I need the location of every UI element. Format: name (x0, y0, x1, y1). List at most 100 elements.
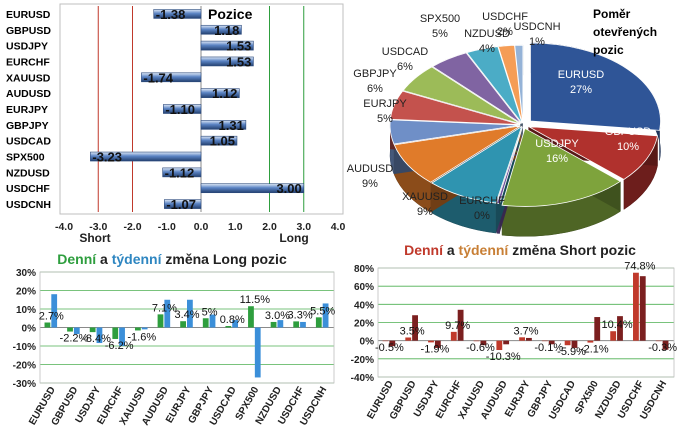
pie-title: Poměr otevřených pozic (593, 7, 657, 57)
bar-usdjpy-series-2 (434, 340, 441, 348)
position-x-tick: 2.0 (262, 221, 277, 233)
pie-percent-usdjpy: 16% (546, 153, 568, 165)
pie-label-eurjpy: EURJPY (363, 98, 407, 110)
position-value-usdjpy: 1.53 (226, 39, 251, 54)
position-category-gbpusd: GBPUSD (6, 25, 51, 37)
position-category-nzdusd: NZDUSD (6, 167, 50, 179)
bar-eurjpy-series-2 (526, 337, 532, 341)
y-tick-label: 30% (16, 268, 36, 279)
y-tick-label: -30% (13, 379, 36, 390)
bar-usdchf-series-1 (633, 272, 639, 341)
data-label-xauusd: -1.6% (127, 331, 156, 343)
pie-label-gbpusd: GBPUSD (605, 126, 652, 138)
y-tick-label: -40% (351, 373, 374, 384)
data-label-eurjpy: 3.4% (174, 309, 199, 321)
pie-label-eurchf: EURCHF (459, 195, 505, 207)
data-label-gbpusd: 3.5% (400, 325, 425, 337)
long-label: Long (279, 231, 308, 245)
long-title-part-1: Denní (57, 251, 97, 267)
y-tick-label: 20% (354, 319, 374, 330)
short-title-part-3: týdenní (459, 245, 510, 258)
position-value-usdcnh: -1.07 (166, 197, 196, 212)
position-value-eurchf: 1.53 (226, 54, 251, 69)
bar-eurusd-series-1 (382, 340, 389, 342)
data-label-nzdusd: 10.4% (601, 319, 632, 331)
short-change-title: Denní a týdenní změna Short pozic (404, 245, 636, 258)
data-label-usdchf: 3.3% (288, 309, 313, 321)
position-category-usdcad: USDCAD (6, 136, 51, 148)
data-label-xauusd: -0.6% (466, 342, 495, 354)
bar-gbpjpy-series-1 (202, 318, 209, 328)
pie-label-nzdusd: NZDUSD (464, 28, 510, 40)
data-label-usdchf: 74.8% (624, 261, 655, 273)
bar-eurjpy-series-1 (519, 337, 525, 341)
data-label-audusd: -10.3% (486, 351, 521, 363)
position-category-usdchf: USDCHF (6, 183, 50, 195)
bar-xauusd-series-2 (480, 340, 487, 346)
pie-slice-eurusd (530, 42, 661, 131)
bar-spx500-series-1 (248, 306, 254, 328)
bar-usdcnh-series-2 (662, 340, 669, 350)
long-change-chart: Denní a týdenní změna Long pozic 30% 20% 1… (13, 251, 336, 428)
position-value-audusd: 1.12 (212, 86, 237, 101)
positions-title: Pozice (208, 6, 253, 22)
pie-slice-usdjpy (501, 127, 622, 207)
pie-slice-xauusd (431, 125, 523, 204)
long-title-part-2: a (96, 251, 112, 267)
pie-label-usdcad: USDCAD (382, 46, 429, 58)
position-bar-spx500 (90, 151, 202, 162)
bar-eurchf-series-2 (119, 327, 125, 346)
position-x-tick: -2.0 (123, 221, 141, 233)
pie-percent-spx500: 5% (432, 28, 448, 40)
position-bar-gbpjpy (200, 120, 247, 130)
data-label-eurchf: -6.2% (105, 340, 134, 352)
pie-percent-xauusd: 9% (417, 206, 433, 218)
data-label-usdjpy: -1.9% (421, 343, 450, 355)
bar-audusd-series-1 (496, 340, 503, 351)
position-bar-usdjpy (200, 40, 254, 51)
position-value-usdchf: 3.00 (276, 181, 301, 196)
bar-eurusd-series-1 (44, 322, 51, 328)
short-title-part-1: Denní (404, 245, 444, 258)
position-bar-audusd (200, 88, 240, 98)
pie-slice-nzdusd (466, 46, 523, 124)
y-tick-label: 10% (16, 305, 36, 316)
bar-eurusd-series-2 (389, 340, 396, 347)
data-label-eurchf: 9.7% (445, 320, 470, 332)
bar-spx500-series-1 (587, 340, 594, 343)
pie-label-usdchf: USDCHF (482, 11, 528, 23)
pie-slice-eurjpy (389, 119, 521, 145)
short-title-part-4: změna Short pozic (508, 245, 636, 258)
position-bar-eurusd (153, 9, 202, 19)
position-value-eurjpy: -1.10 (165, 102, 195, 117)
pie-title-line-1: Poměr (593, 7, 631, 21)
position-value-xauusd: -1.74 (143, 70, 173, 85)
pie-percent-eurusd: 27% (570, 84, 592, 96)
position-value-gbpjpy: 1.31 (219, 118, 244, 133)
data-label-gbpjpy: 5% (202, 306, 218, 318)
position-bar-usdcad (200, 135, 238, 146)
bar-usdcad-series-1 (564, 340, 571, 346)
bar-gbpjpy-series-2 (548, 340, 555, 345)
y-tick-label: 80% (354, 264, 374, 275)
pie-slice-gbpjpy (389, 90, 521, 125)
bar-usdcnh-series-2 (322, 303, 329, 328)
pie-label-usdjpy: USDJPY (535, 138, 579, 150)
position-value-eurusd: -1.38 (156, 7, 186, 22)
bar-nzdusd-series-1 (610, 331, 617, 341)
y-tick-label: 20% (16, 287, 36, 298)
position-bar-usdcnh (164, 199, 202, 209)
bar-spx500-series-2 (254, 327, 261, 378)
bar-usdcad-series-1 (225, 326, 232, 328)
short-title-part-2: a (443, 245, 459, 258)
y-tick-label: 60% (354, 282, 374, 293)
pie-label-gbpjpy: GBPJPY (353, 68, 397, 80)
short-label: Short (79, 231, 110, 245)
bar-usdchf-series-2 (300, 321, 306, 328)
bar-eurchf-series-1 (112, 327, 119, 339)
pie-percent-audusd: 9% (362, 178, 378, 190)
positions-chart: EURUSD GBPUSD USDJPY EURCHF XAUUSD AUDUSD EURJ… (6, 3, 345, 245)
bar-audusd-series-2 (503, 340, 510, 345)
bar-nzdusd-series-2 (617, 316, 623, 341)
data-label-usdcad: 0.8% (220, 314, 245, 326)
